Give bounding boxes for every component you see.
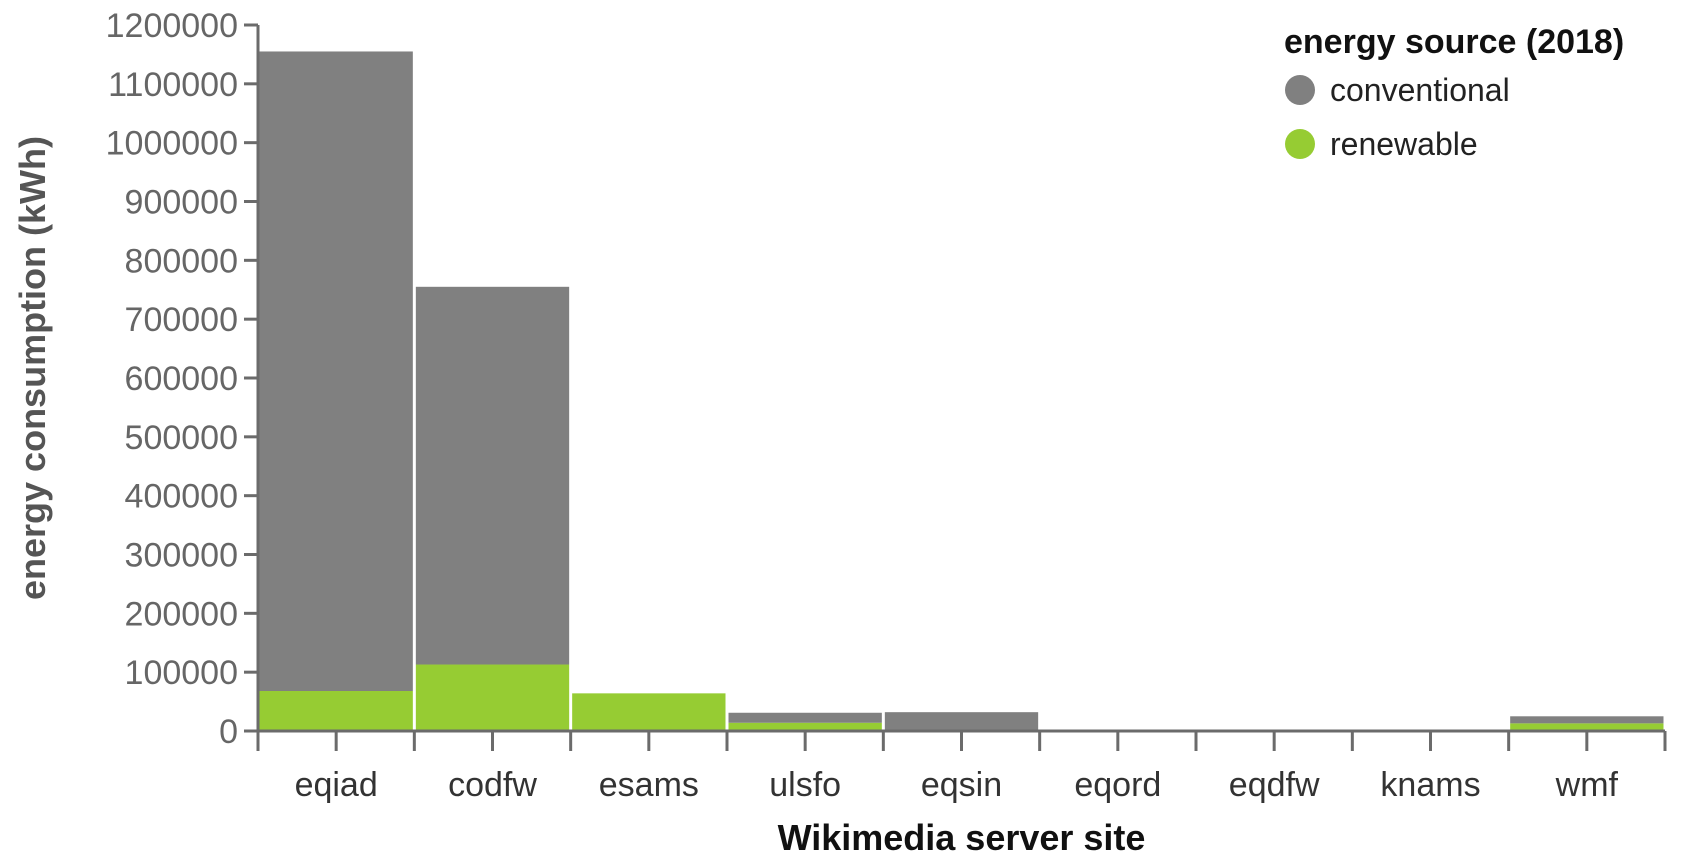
bar-wmf-conventional <box>1510 716 1664 724</box>
y-tick-label-600000: 600000 <box>125 360 238 398</box>
bar-ulsfo-conventional <box>728 712 882 723</box>
x-axis-title: Wikimedia server site <box>778 817 1146 855</box>
y-tick-label-500000: 500000 <box>125 419 238 457</box>
legend: energy source (2018) conventional renewab… <box>1284 23 1624 162</box>
y-tick-label-900000: 900000 <box>125 184 238 222</box>
y-tick-label-300000: 300000 <box>125 537 238 575</box>
y-axis: 0 100000 200000 300000 400000 500000 600000 700… <box>106 7 260 751</box>
x-tick-label-esams: esams <box>599 766 699 804</box>
bars-group <box>259 51 1664 731</box>
legend-label-conventional: conventional <box>1330 72 1510 108</box>
y-tick-label-800000: 800000 <box>125 242 238 280</box>
x-tick-label-eqdfw: eqdfw <box>1229 766 1320 804</box>
x-axis: eqiad codfw esams ulsfo eqsin eqord eqdfw knams… <box>256 729 1667 804</box>
legend-swatch-conventional <box>1285 75 1315 105</box>
y-tick-label-0: 0 <box>219 713 238 751</box>
legend-swatch-renewable <box>1285 129 1315 159</box>
bar-eqsin-conventional <box>884 712 1039 731</box>
bar-eqiad-conventional <box>259 51 413 691</box>
y-tick-label-1000000: 1000000 <box>106 125 238 163</box>
y-tick-label-400000: 400000 <box>125 478 238 516</box>
x-tick-label-codfw: codfw <box>448 766 537 804</box>
bar-codfw-conventional <box>415 286 570 665</box>
bar-eqiad-renewable <box>259 690 413 731</box>
y-tick-label-100000: 100000 <box>125 654 238 692</box>
x-tick-label-wmf: wmf <box>1555 766 1619 804</box>
bar-esams-renewable <box>572 693 726 731</box>
x-tick-label-ulsfo: ulsfo <box>769 766 841 804</box>
x-tick-label-knams: knams <box>1380 766 1480 804</box>
x-tick-label-eqord: eqord <box>1074 766 1161 804</box>
bar-wmf-renewable <box>1510 723 1664 731</box>
y-tick-label-1100000: 1100000 <box>108 66 238 104</box>
y-axis-title: energy consumption (kWh) <box>12 136 53 600</box>
x-tick-label-eqsin: eqsin <box>921 766 1002 804</box>
legend-title: energy source (2018) <box>1284 23 1624 61</box>
y-tick-label-1200000: 1200000 <box>106 7 238 45</box>
bar-ulsfo-renewable <box>728 722 882 731</box>
bar-codfw-renewable <box>415 664 570 731</box>
y-tick-label-200000: 200000 <box>125 595 238 633</box>
y-tick-label-700000: 700000 <box>125 301 238 339</box>
legend-label-renewable: renewable <box>1330 126 1478 162</box>
x-tick-label-eqiad: eqiad <box>295 766 378 804</box>
